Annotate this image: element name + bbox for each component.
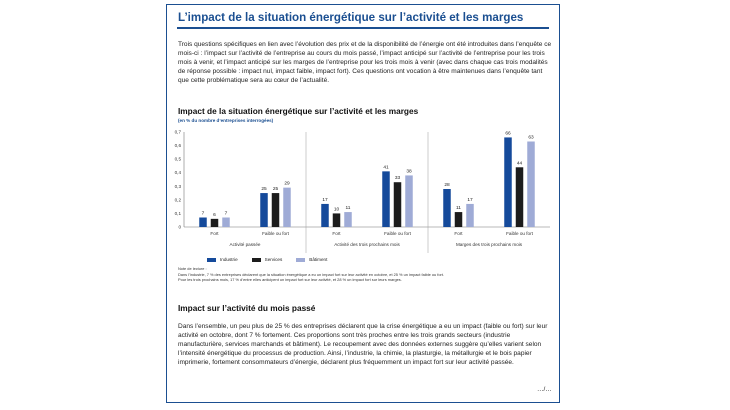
bar xyxy=(443,189,451,227)
bar xyxy=(527,141,535,227)
data-label: 63 xyxy=(528,135,534,141)
group-label: Activité des trois prochains mois xyxy=(334,242,400,247)
legend-item-services: Services xyxy=(251,257,283,262)
legend-swatch-services xyxy=(251,257,261,262)
bar xyxy=(454,212,463,227)
y-tick-label: 0,4 xyxy=(175,170,182,175)
section-title: Impact sur l’activité du mois passé xyxy=(178,303,316,313)
data-label: 29 xyxy=(284,181,290,187)
data-label: 17 xyxy=(322,197,328,203)
data-label: 6 xyxy=(213,212,216,218)
bar xyxy=(405,175,413,227)
y-tick-label: 0,6 xyxy=(175,143,182,148)
bar xyxy=(222,217,230,227)
y-tick-label: 0,7 xyxy=(175,130,182,135)
note-title: Note de lecture : xyxy=(178,266,207,271)
data-label: 25 xyxy=(273,186,279,192)
data-label: 38 xyxy=(406,168,412,174)
category-label: Fort xyxy=(332,231,341,236)
y-tick-label: 0 xyxy=(178,225,181,230)
data-label: 17 xyxy=(467,197,473,203)
legend-item-batiment: Bâtiment xyxy=(296,257,327,262)
data-label: 7 xyxy=(225,211,228,217)
y-tick-label: 0,3 xyxy=(175,184,182,189)
category-label: Fort xyxy=(454,231,463,236)
y-tick-label: 0,2 xyxy=(175,197,182,202)
data-label: 11 xyxy=(346,205,351,211)
data-label: 25 xyxy=(261,186,267,192)
category-label: Fort xyxy=(210,231,219,236)
bar xyxy=(260,193,268,227)
section-paragraph: Dans l’ensemble, un peu plus de 25 % des… xyxy=(178,323,548,366)
bar xyxy=(515,167,524,227)
chart-subtitle: (en % du nombre d’entreprises interrogée… xyxy=(178,118,274,123)
note-line-2: Pour les trois prochains mois, 17 % d’en… xyxy=(178,277,402,282)
bar xyxy=(393,182,402,227)
bar xyxy=(271,193,280,227)
category-label: Faible ou fort xyxy=(262,231,290,236)
bar-chart: 0 0,1 0,2 0,3 0,4 0,5 0,6 0,7 7 6 7 Fort 25 25 29 Faibl… xyxy=(175,130,550,253)
data-label: 11 xyxy=(456,205,461,211)
article-frame xyxy=(166,4,560,403)
data-label: 41 xyxy=(383,164,389,170)
chart-title: Impact de la situation énergétique sur l… xyxy=(178,106,419,116)
data-label: 28 xyxy=(444,182,450,188)
group-label: Activité passée xyxy=(230,242,261,247)
group-label: Marges des trois prochains mois xyxy=(456,242,523,247)
data-label: 44 xyxy=(517,160,523,166)
category-label: Faible ou fort xyxy=(506,231,534,236)
note-line-1: Dans l’industrie, 7 % des entreprises dé… xyxy=(178,271,445,277)
bar xyxy=(199,217,207,227)
data-label: 33 xyxy=(395,175,401,181)
y-tick-label: 0,1 xyxy=(175,211,182,216)
legend-label-batiment: Bâtiment xyxy=(309,257,328,262)
legend-swatch-batiment xyxy=(296,257,306,262)
bar xyxy=(382,171,390,227)
title-rule xyxy=(177,27,549,29)
legend-label-services: Services xyxy=(264,257,283,262)
legend-label-industrie: Industrie xyxy=(220,257,238,262)
data-label: 66 xyxy=(505,130,511,136)
y-tick-label: 0,5 xyxy=(175,157,182,162)
data-label: 7 xyxy=(202,211,205,217)
bar xyxy=(283,187,291,227)
continuation-mark: …/… xyxy=(537,386,552,393)
bar xyxy=(466,203,474,227)
legend-swatch-industrie xyxy=(207,257,216,262)
bar xyxy=(504,137,512,227)
intro-paragraph: Trois questions spécifiques en lien avec… xyxy=(178,41,552,84)
page-title: L’impact de la situation énergétique sur… xyxy=(178,11,524,24)
category-label: Faible ou fort xyxy=(384,231,412,236)
bar xyxy=(344,212,352,227)
data-label: 10 xyxy=(334,206,340,212)
chart-legend: Industrie Services Bâtiment xyxy=(207,257,327,262)
legend-item-industrie: Industrie xyxy=(207,257,238,262)
bar xyxy=(332,213,341,227)
bar xyxy=(321,203,329,227)
bar xyxy=(210,218,219,227)
